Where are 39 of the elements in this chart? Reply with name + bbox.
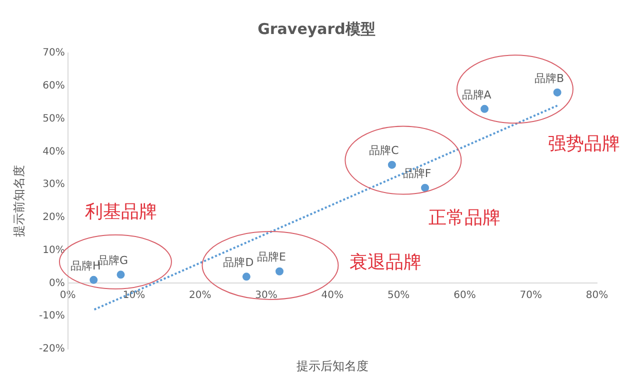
- y-tick-label: 70%: [42, 48, 65, 59]
- y-tick-label: 20%: [42, 212, 65, 224]
- y-axis-title: 提示前知名度: [12, 165, 26, 237]
- point: [242, 272, 250, 281]
- x-tick-label: 70%: [520, 290, 542, 301]
- series-label: 品牌C: [369, 144, 400, 158]
- y-tick-label: -10%: [38, 310, 65, 322]
- point: [421, 184, 430, 192]
- point: [116, 270, 125, 279]
- point: [480, 104, 489, 113]
- y-tick-label: 10%: [42, 244, 65, 256]
- y-tick-label: 40%: [42, 146, 65, 158]
- x-tick-label: 50%: [387, 290, 410, 301]
- x-tick-label: 80%: [586, 290, 608, 301]
- point: [388, 160, 396, 169]
- y-tick-label: 30%: [42, 179, 65, 190]
- point: [90, 276, 98, 284]
- annotation: 强势品牌: [548, 133, 620, 154]
- point: [553, 88, 562, 96]
- series-label: 品牌B: [534, 72, 564, 85]
- x-axis-title: 提示后知名度: [296, 359, 368, 374]
- y-tick-label: 50%: [42, 113, 65, 124]
- annotation: 衰退品牌: [349, 252, 422, 273]
- x-tick-label: 30%: [255, 290, 278, 301]
- annotation: 正常品牌: [428, 207, 501, 228]
- series-label: 品牌E: [257, 250, 286, 264]
- chart-title: Graveyard模型: [258, 20, 376, 38]
- y-tick-label: -20%: [38, 344, 65, 355]
- series-label: 品牌A: [462, 88, 492, 102]
- x-tick-label: 40%: [321, 290, 344, 301]
- series-label: 品牌D: [223, 256, 254, 270]
- x-tick-label: 20%: [189, 290, 212, 301]
- point: [276, 267, 284, 276]
- annotation: 利基品牌: [84, 202, 157, 223]
- y-tick-label: 60%: [42, 80, 65, 92]
- series-label: 品牌F: [402, 167, 432, 180]
- y-tick-label: 0%: [48, 278, 65, 289]
- x-tick-label: 60%: [454, 290, 476, 301]
- x-tick-label: 10%: [122, 290, 146, 301]
